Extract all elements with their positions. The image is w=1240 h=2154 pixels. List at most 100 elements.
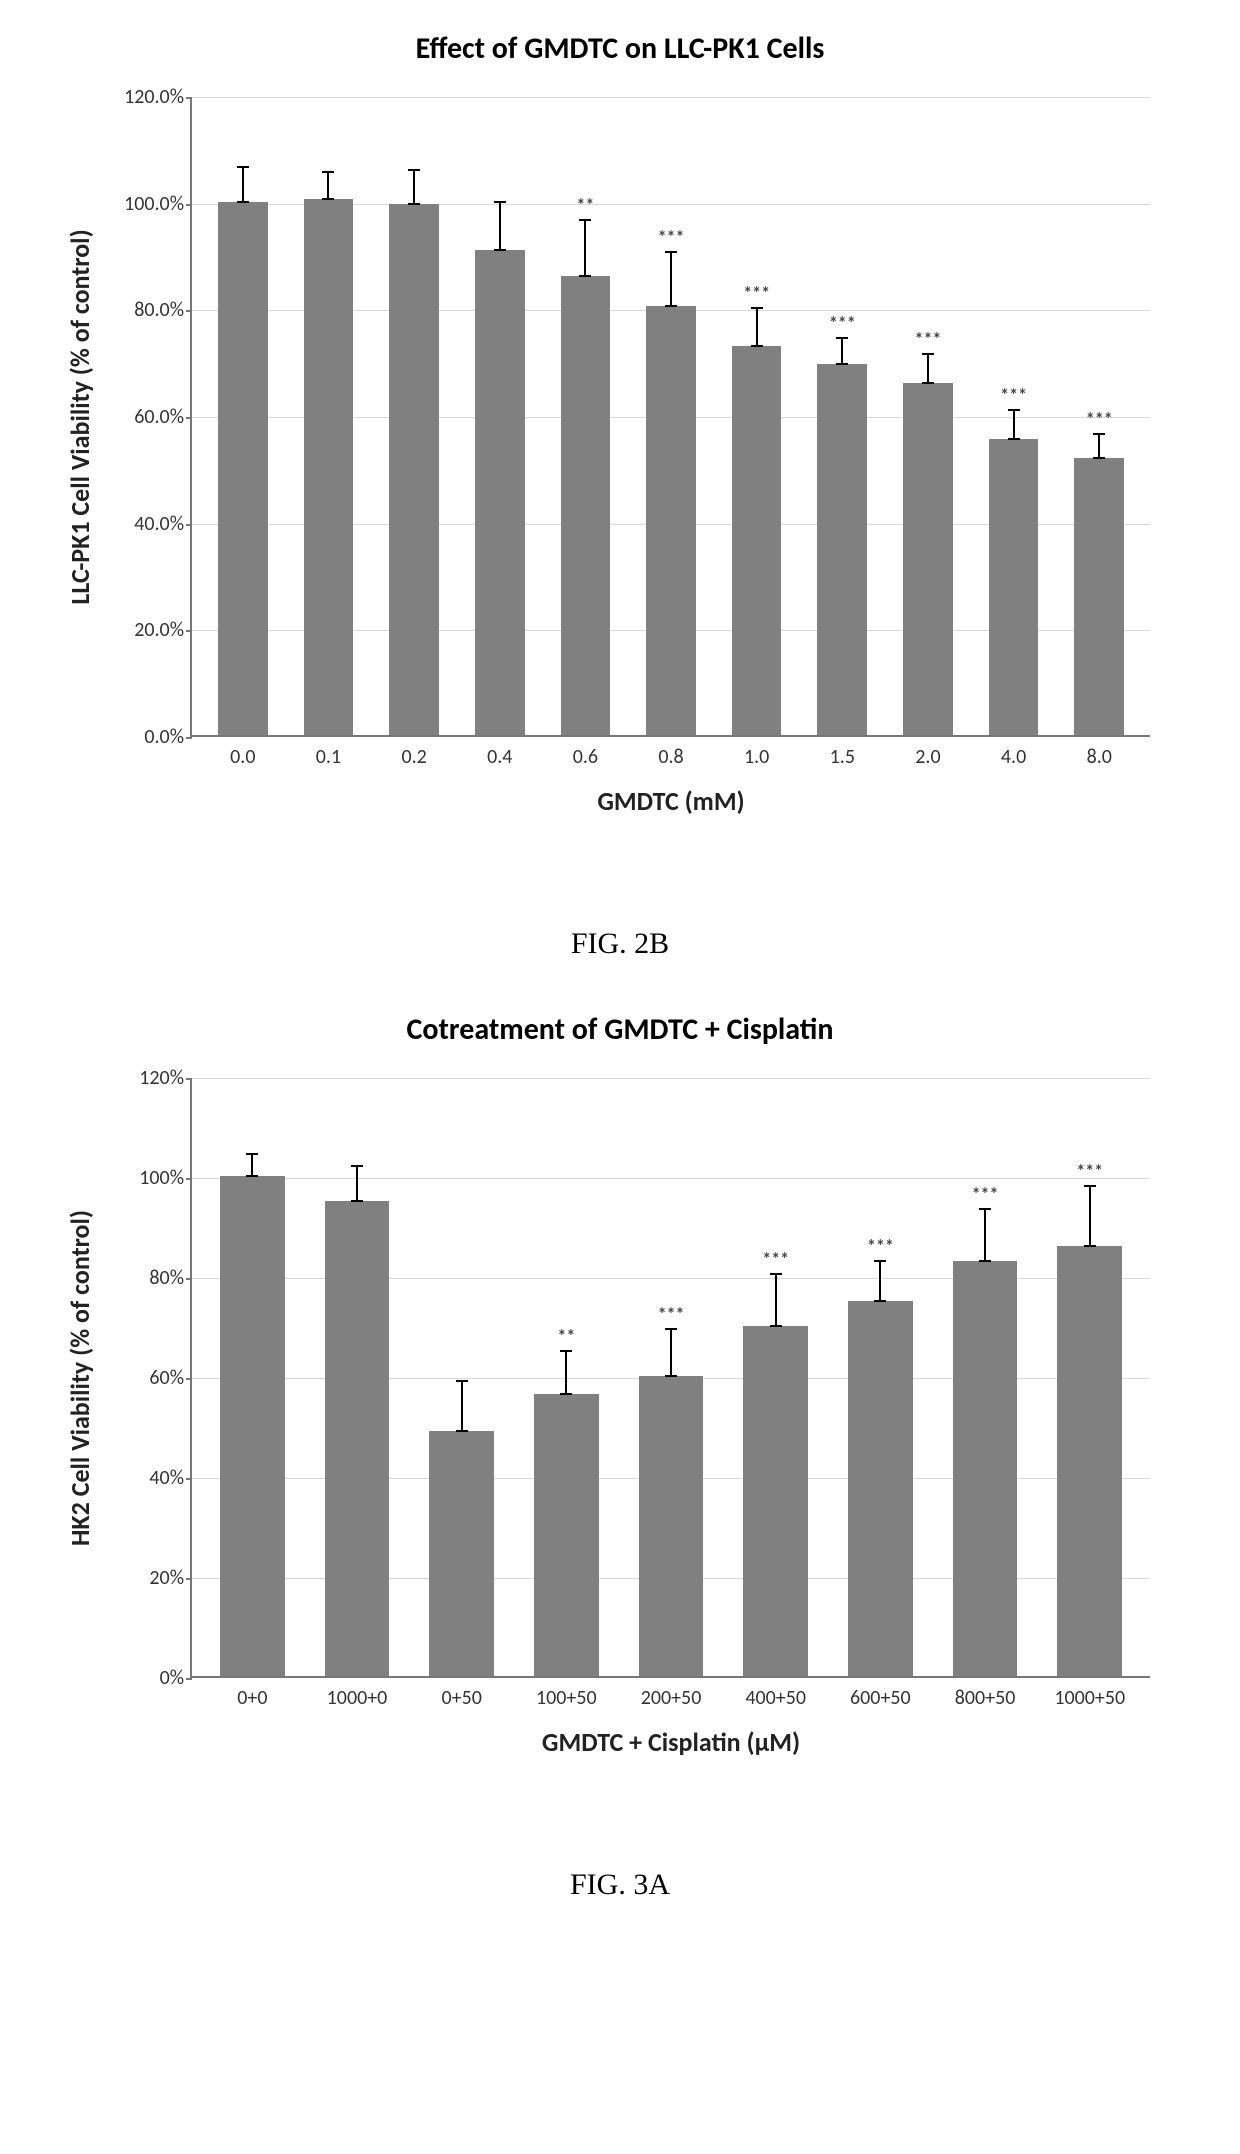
bar: ***: [639, 1376, 704, 1676]
figure-caption: FIG. 3A: [60, 1868, 1180, 1902]
ytick-label: 0%: [160, 1666, 192, 1690]
significance-marker: ***: [658, 226, 685, 248]
chart-plot-area: 0.0%20.0%40.0%60.0%80.0%100.0%120.0%****…: [70, 87, 1170, 847]
ytick-label: 100%: [139, 1166, 192, 1190]
ytick-label: 80.0%: [134, 298, 192, 322]
xtick-label: 600+50: [828, 1676, 933, 1710]
significance-marker: **: [576, 194, 594, 216]
xtick-label: 100+50: [514, 1676, 619, 1710]
bar: **: [561, 276, 611, 735]
ytick-label: 80%: [149, 1266, 192, 1290]
bar-slot: ***: [714, 97, 800, 735]
xtick-label: 400+50: [723, 1676, 828, 1710]
bar-slot: ***: [1037, 1078, 1142, 1676]
bar: ***: [1074, 458, 1124, 735]
bar-slot: ***: [799, 97, 885, 735]
bar: ***: [848, 1301, 913, 1676]
x-axis-label: GMDTC (mM): [192, 785, 1150, 817]
bar: ***: [989, 439, 1039, 735]
chart-gmdtc-llcpk1: Effect of GMDTC on LLC-PK1 Cells 0.0% 20.…: [60, 30, 1180, 961]
significance-marker: **: [557, 1325, 575, 1347]
xtick-label: 0.0: [200, 735, 286, 769]
significance-marker: ***: [867, 1235, 894, 1257]
bar: ***: [646, 306, 696, 735]
significance-marker: ***: [914, 328, 941, 350]
bar-slot: ***: [723, 1078, 828, 1676]
xtick-label: 200+50: [619, 1676, 724, 1710]
figure-caption: FIG. 2B: [60, 927, 1180, 961]
bar: [389, 204, 439, 735]
bar: ***: [953, 1261, 1018, 1676]
significance-marker: ***: [829, 312, 856, 334]
significance-marker: ***: [1000, 384, 1027, 406]
bar: ***: [1057, 1246, 1122, 1676]
bar-slot: [305, 1078, 410, 1676]
bar: ***: [817, 364, 867, 735]
bar: [429, 1431, 494, 1676]
xtick-label: 0.4: [457, 735, 543, 769]
plot-frame: 0.0%20.0%40.0%60.0%80.0%100.0%120.0%****…: [190, 97, 1150, 737]
bar: [220, 1176, 285, 1676]
xtick-label: 8.0: [1056, 735, 1142, 769]
bar-slot: [200, 1078, 305, 1676]
significance-marker: ***: [1086, 408, 1113, 430]
xtick-label: 4.0: [971, 735, 1057, 769]
bar-row: ********************: [192, 97, 1150, 735]
ytick-label: 60.0%: [134, 405, 192, 429]
bar-slot: **: [514, 1078, 619, 1676]
significance-marker: ***: [1076, 1160, 1103, 1182]
ytick-label: 40.0%: [134, 512, 192, 536]
ytick-label: 20%: [149, 1566, 192, 1590]
bar: ***: [743, 1326, 808, 1676]
xtick-label: 0.2: [371, 735, 457, 769]
xtick-label: 0.8: [628, 735, 714, 769]
bar-slot: ***: [828, 1078, 933, 1676]
xtick-label: 2.0: [885, 735, 971, 769]
significance-marker: ***: [743, 282, 770, 304]
ytick-label: 20.0%: [134, 618, 192, 642]
y-axis-label: LLC-PK1 Cell Viability (% of control): [64, 229, 96, 604]
ytick-label: 120.0%: [124, 85, 192, 109]
bar: [218, 202, 268, 735]
xtick-label: 0.1: [286, 735, 372, 769]
xtick-label: 0+0: [200, 1676, 305, 1710]
ytick-label: 100.0%: [124, 192, 192, 216]
bar-slot: ***: [628, 97, 714, 735]
chart-plot-area: 0%20%40%60%80%100%120%*****************0…: [70, 1068, 1170, 1788]
bar-slot: ***: [971, 97, 1057, 735]
xtick-label: 0+50: [409, 1676, 514, 1710]
chart-title: Effect of GMDTC on LLC-PK1 Cells: [60, 30, 1180, 67]
bar: ***: [732, 346, 782, 735]
bar-row: *****************: [192, 1078, 1150, 1676]
bar-slot: ***: [1056, 97, 1142, 735]
xtick-label: 1.0: [714, 735, 800, 769]
bar: [325, 1201, 390, 1676]
bar: [475, 250, 525, 735]
xtick-label: 1000+0: [305, 1676, 410, 1710]
significance-marker: ***: [762, 1248, 789, 1270]
chart-title: Cotreatment of GMDTC + Cisplatin: [60, 1011, 1180, 1048]
bar-slot: ***: [933, 1078, 1038, 1676]
bar-slot: [457, 97, 543, 735]
xtick-label: 1000+50: [1037, 1676, 1142, 1710]
plot-frame: 0%20%40%60%80%100%120%*****************0…: [190, 1078, 1150, 1678]
bar-slot: [371, 97, 457, 735]
y-axis-label: HK2 Cell Viability (% of control): [64, 1210, 96, 1546]
bar: [304, 199, 354, 735]
bar-slot: [200, 97, 286, 735]
xtick-row: 0.00.10.20.40.60.81.01.52.04.08.0: [192, 735, 1150, 769]
xtick-label: 0.6: [543, 735, 629, 769]
ytick-label: 0.0%: [144, 725, 192, 749]
bar-slot: ***: [885, 97, 971, 735]
xtick-row: 0+01000+00+50100+50200+50400+50600+50800…: [192, 1676, 1150, 1710]
bar: ***: [903, 383, 953, 735]
ytick-label: 60%: [149, 1366, 192, 1390]
bar-slot: [409, 1078, 514, 1676]
bar-slot: ***: [619, 1078, 724, 1676]
bar: **: [534, 1394, 599, 1677]
bar-slot: **: [543, 97, 629, 735]
bar-slot: [286, 97, 372, 735]
significance-marker: ***: [658, 1303, 685, 1325]
x-axis-label: GMDTC + Cisplatin (μM): [192, 1726, 1150, 1758]
xtick-label: 1.5: [799, 735, 885, 769]
